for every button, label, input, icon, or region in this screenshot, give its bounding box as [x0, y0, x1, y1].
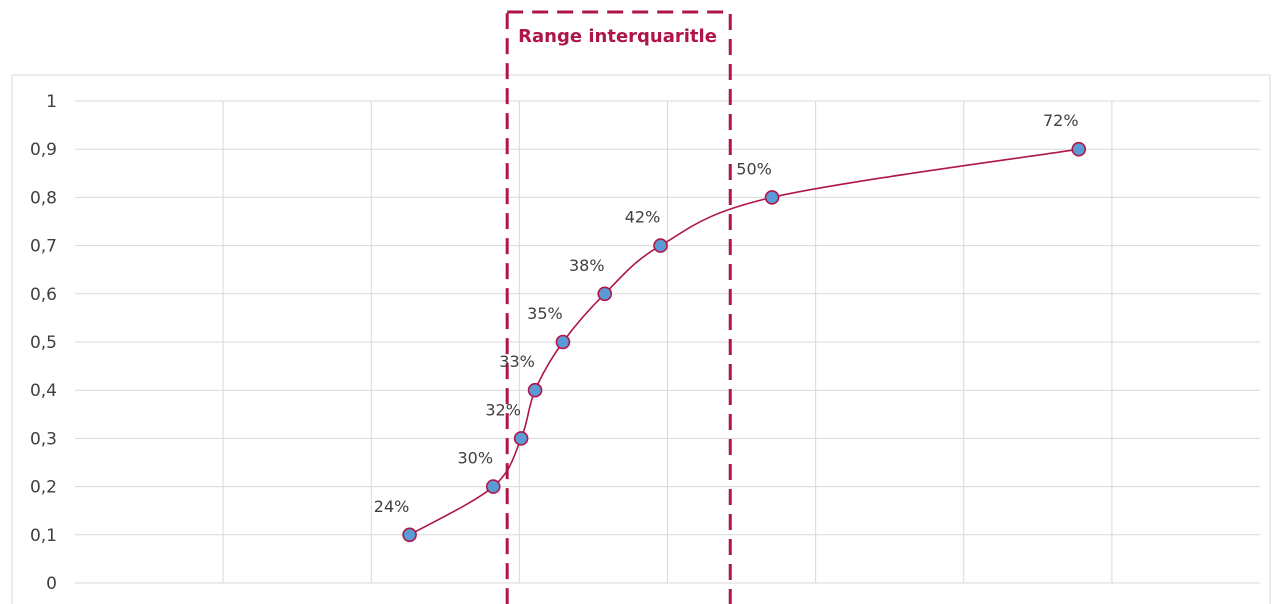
data-point — [653, 238, 668, 253]
y-axis-ticks: 0 0,1 0,2 0,3 0,4 0,5 0,6 0,7 0,8 0,9 1 — [30, 92, 57, 594]
y-tick-label: 1 — [46, 92, 57, 112]
interquartile-range-label: Range interquaritle — [518, 26, 717, 47]
data-label: 42% — [625, 208, 661, 227]
data-point — [402, 527, 417, 543]
data-label: 50% — [736, 159, 772, 178]
y-tick-label: 0,4 — [30, 381, 57, 401]
data-point — [527, 382, 543, 398]
data-label: 32% — [485, 400, 521, 419]
y-tick-label: 0,6 — [30, 285, 57, 305]
data-label: 30% — [457, 449, 493, 468]
y-tick-label: 0,1 — [30, 526, 57, 546]
series-line — [409, 148, 1079, 536]
interquartile-range-box-frame — [505, 10, 732, 604]
data-point — [555, 334, 571, 350]
chart-frame — [11, 74, 1271, 604]
y-tick-label: 0,9 — [30, 140, 57, 160]
data-label: 33% — [499, 352, 535, 371]
data-point — [1071, 141, 1087, 157]
data-labels: 24% 30% 32% 33% 35% 38% 42% 50% 72% — [374, 111, 1079, 516]
data-point — [485, 479, 501, 494]
data-label: 24% — [374, 497, 410, 516]
data-point — [513, 431, 529, 446]
data-label: 38% — [569, 256, 605, 275]
interquartile-range-box: Range interquaritle — [505, 10, 732, 604]
y-tick-label: 0,8 — [30, 188, 57, 208]
y-tick-label: 0,2 — [30, 478, 57, 498]
data-label: 35% — [527, 304, 563, 323]
y-tick-label: 0,3 — [30, 429, 57, 449]
data-point — [597, 286, 613, 302]
y-tick-label: 0,5 — [30, 333, 57, 353]
y-tick-label: 0,7 — [30, 237, 57, 257]
data-series — [402, 141, 1087, 543]
data-point — [764, 190, 780, 205]
grid — [75, 100, 1260, 584]
data-label: 72% — [1043, 111, 1079, 130]
y-tick-label: 0 — [46, 574, 57, 594]
